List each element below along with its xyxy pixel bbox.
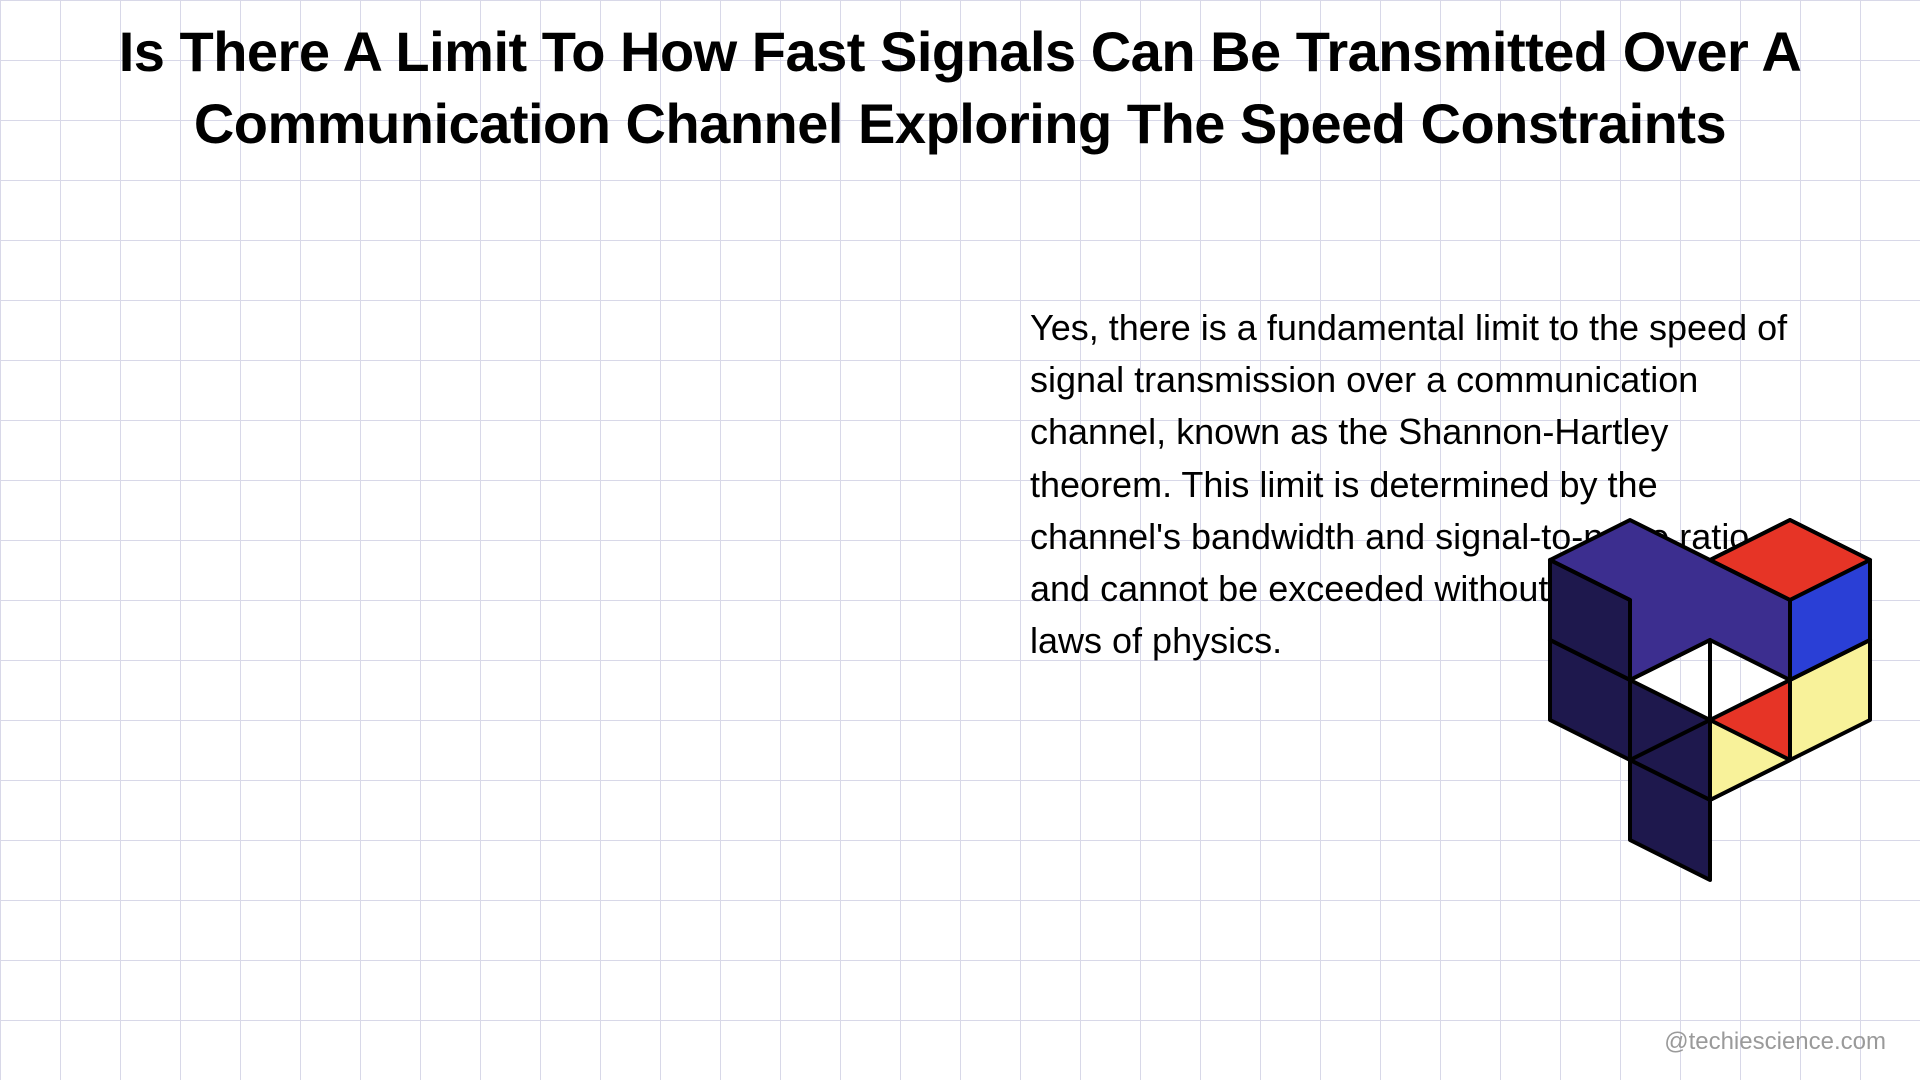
attribution-text: @techiescience.com <box>1664 1028 1886 1056</box>
page-title: Is There A Limit To How Fast Signals Can… <box>40 16 1880 159</box>
isometric-plus-cube-icon <box>1480 500 1880 920</box>
content-area: Is There A Limit To How Fast Signals Can… <box>0 0 1920 1080</box>
